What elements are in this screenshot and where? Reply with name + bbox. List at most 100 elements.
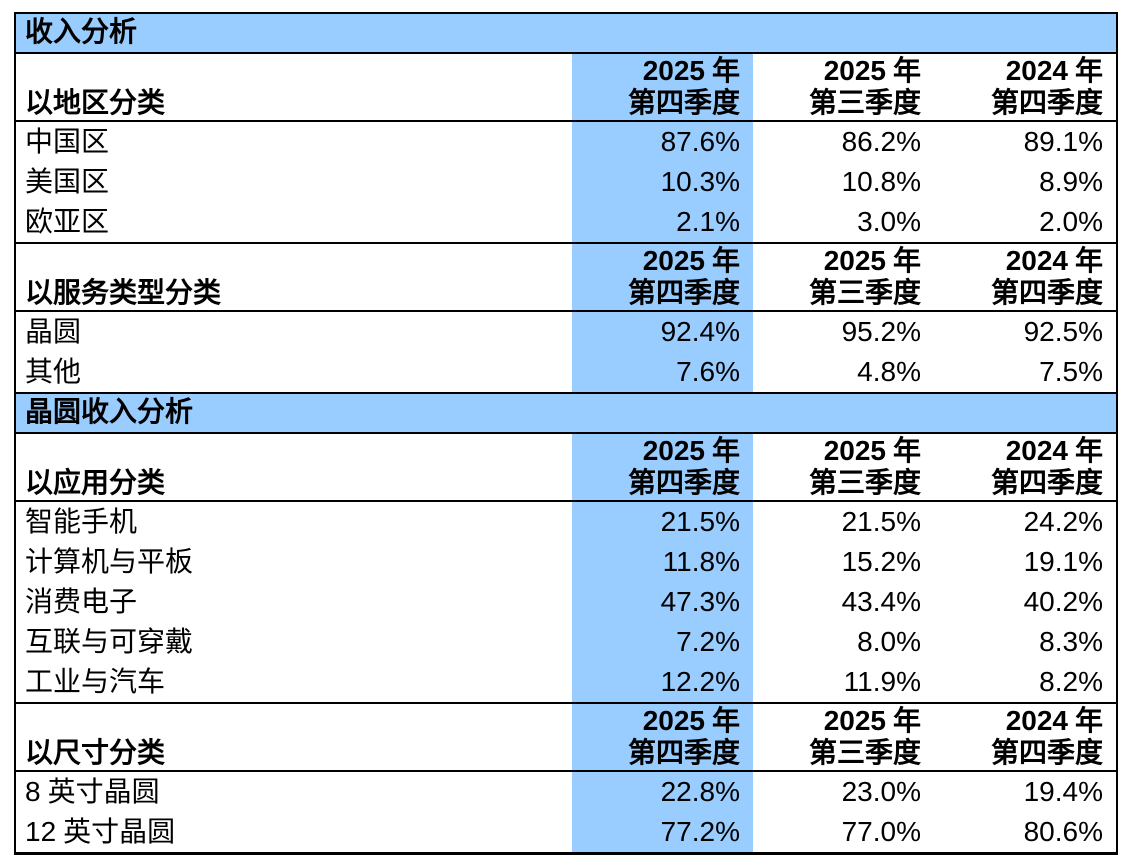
value-cell: 12.2% (660, 666, 740, 697)
value-cell: 19.4% (1023, 776, 1103, 807)
column-header-year: 2025 (642, 245, 705, 276)
column-header-year: 2024 (1005, 705, 1068, 736)
section-band-wafer-revenue: 晶圆收入分析 (16, 392, 1116, 434)
column-header-2025q4: 2025 年 第四季度 (572, 704, 753, 770)
column-header-year-suffix: 年 (711, 246, 740, 277)
group-header-region: 以地区分类 2025 年 第四季度 2025 年 第三季度 2024 年 第四季度 (16, 54, 1116, 122)
value-cell: 24.2% (1023, 506, 1103, 537)
section-band-revenue: 收入分析 (16, 14, 1116, 54)
column-header-2024q4: 2024 年 第四季度 (934, 434, 1116, 500)
value-cell: 4.8% (857, 356, 921, 387)
column-header-year-suffix: 年 (1074, 56, 1103, 87)
value-cell: 47.3% (660, 586, 740, 617)
value-cell: 86.2% (841, 126, 921, 157)
column-header-2024q4: 2024 年 第四季度 (934, 244, 1116, 310)
value-cell: 21.5% (660, 506, 740, 537)
group-header-application: 以应用分类 2025 年 第四季度 2025 年 第三季度 2024 年 第四季度 (16, 434, 1116, 502)
column-header-year: 2024 (1005, 245, 1068, 276)
column-header-2025q4: 2025 年 第四季度 (572, 434, 753, 500)
row-label: 欧亚区 (25, 207, 110, 238)
value-cell: 10.8% (841, 166, 921, 197)
table-row-industrial-automotive: 工业与汽车 12.2% 11.9% 8.2% (16, 662, 1116, 702)
table-row-others: 其他 7.6% 4.8% 7.5% (16, 352, 1116, 392)
row-label: 智能手机 (25, 507, 138, 538)
value-cell: 10.3% (660, 166, 740, 197)
revenue-analysis-table: 收入分析 以地区分类 2025 年 第四季度 2025 年 第三季度 2024 年 第… (14, 12, 1118, 855)
value-cell: 7.5% (1039, 356, 1103, 387)
value-cell: 15.2% (841, 546, 921, 577)
value-cell: 22.8% (660, 776, 740, 807)
table-row-connectivity-wearable: 互联与可穿戴 7.2% 8.0% 8.3% (16, 622, 1116, 662)
group-header-size: 以尺寸分类 2025 年 第四季度 2025 年 第三季度 2024 年 第四季度 (16, 702, 1116, 772)
value-cell: 8.3% (1039, 626, 1103, 657)
value-cell: 77.0% (841, 816, 921, 847)
column-header-year-suffix: 年 (711, 56, 740, 87)
column-header-quarter: 第四季度 (627, 88, 740, 119)
column-header-2025q4: 2025 年 第四季度 (572, 54, 753, 120)
column-header-quarter: 第四季度 (990, 88, 1103, 119)
value-cell: 7.6% (676, 356, 740, 387)
column-header-year-suffix: 年 (892, 436, 921, 467)
column-header-quarter: 第三季度 (808, 278, 921, 309)
column-header-quarter: 第四季度 (990, 738, 1103, 769)
column-header-year: 2025 (823, 435, 886, 466)
value-cell: 8.9% (1039, 166, 1103, 197)
group-label: 以服务类型分类 (25, 278, 222, 309)
column-header-2025q4: 2025 年 第四季度 (572, 244, 753, 310)
value-cell: 92.5% (1023, 316, 1103, 347)
group-label: 以应用分类 (25, 468, 166, 499)
value-cell: 80.6% (1023, 816, 1103, 847)
column-header-year: 2025 (642, 435, 705, 466)
table-row-computer-tablet: 计算机与平板 11.8% 15.2% 19.1% (16, 542, 1116, 582)
section-band-title: 晶圆收入分析 (25, 397, 194, 428)
value-cell: 8.0% (857, 626, 921, 657)
column-header-year: 2025 (642, 55, 705, 86)
column-header-quarter: 第四季度 (627, 468, 740, 499)
value-cell: 2.1% (676, 206, 740, 237)
value-cell: 3.0% (857, 206, 921, 237)
value-cell: 43.4% (841, 586, 921, 617)
column-header-year-suffix: 年 (1074, 246, 1103, 277)
value-cell: 95.2% (841, 316, 921, 347)
table-row-8inch-wafer: 8 英寸晶圆 22.8% 23.0% 19.4% (16, 772, 1116, 812)
column-header-year-suffix: 年 (711, 706, 740, 737)
row-label: 英寸晶圆 (47, 777, 160, 808)
column-header-year-suffix: 年 (892, 56, 921, 87)
column-header-quarter: 第四季度 (627, 738, 740, 769)
column-header-year: 2025 (823, 705, 886, 736)
row-label: 其他 (25, 357, 82, 388)
column-header-year-suffix: 年 (1074, 436, 1103, 467)
value-cell: 92.4% (660, 316, 740, 347)
section-band-title: 收入分析 (25, 17, 138, 48)
column-header-year-suffix: 年 (892, 706, 921, 737)
column-header-year-suffix: 年 (711, 436, 740, 467)
column-header-year: 2024 (1005, 55, 1068, 86)
table-row-consumer-electronics: 消费电子 47.3% 43.4% 40.2% (16, 582, 1116, 622)
row-label: 计算机与平板 (25, 547, 194, 578)
column-header-quarter: 第四季度 (990, 278, 1103, 309)
group-header-service-type: 以服务类型分类 2025 年 第四季度 2025 年 第三季度 2024 年 第四季度 (16, 242, 1116, 312)
value-cell: 11.9% (843, 666, 921, 697)
value-cell: 40.2% (1023, 586, 1103, 617)
group-label: 以尺寸分类 (25, 738, 166, 769)
row-label: 晶圆 (25, 317, 82, 348)
table-row-eurasia: 欧亚区 2.1% 3.0% 2.0% (16, 202, 1116, 242)
column-header-2025q3: 2025 年 第三季度 (753, 54, 934, 120)
column-header-year: 2025 (823, 55, 886, 86)
column-header-year: 2025 (823, 245, 886, 276)
column-header-year-suffix: 年 (1074, 706, 1103, 737)
row-label: 工业与汽车 (25, 667, 166, 698)
row-label: 中国区 (25, 127, 110, 158)
value-cell: 89.1% (1023, 126, 1103, 157)
column-header-2025q3: 2025 年 第三季度 (753, 244, 934, 310)
column-header-year: 2025 (642, 705, 705, 736)
row-label: 英寸晶圆 (63, 817, 176, 848)
column-header-2025q3: 2025 年 第三季度 (753, 704, 934, 770)
column-header-quarter: 第四季度 (627, 278, 740, 309)
column-header-quarter: 第四季度 (990, 468, 1103, 499)
column-header-2025q3: 2025 年 第三季度 (753, 434, 934, 500)
value-cell: 2.0% (1039, 206, 1103, 237)
column-header-quarter: 第三季度 (808, 468, 921, 499)
value-cell: 23.0% (841, 776, 921, 807)
column-header-year: 2024 (1005, 435, 1068, 466)
